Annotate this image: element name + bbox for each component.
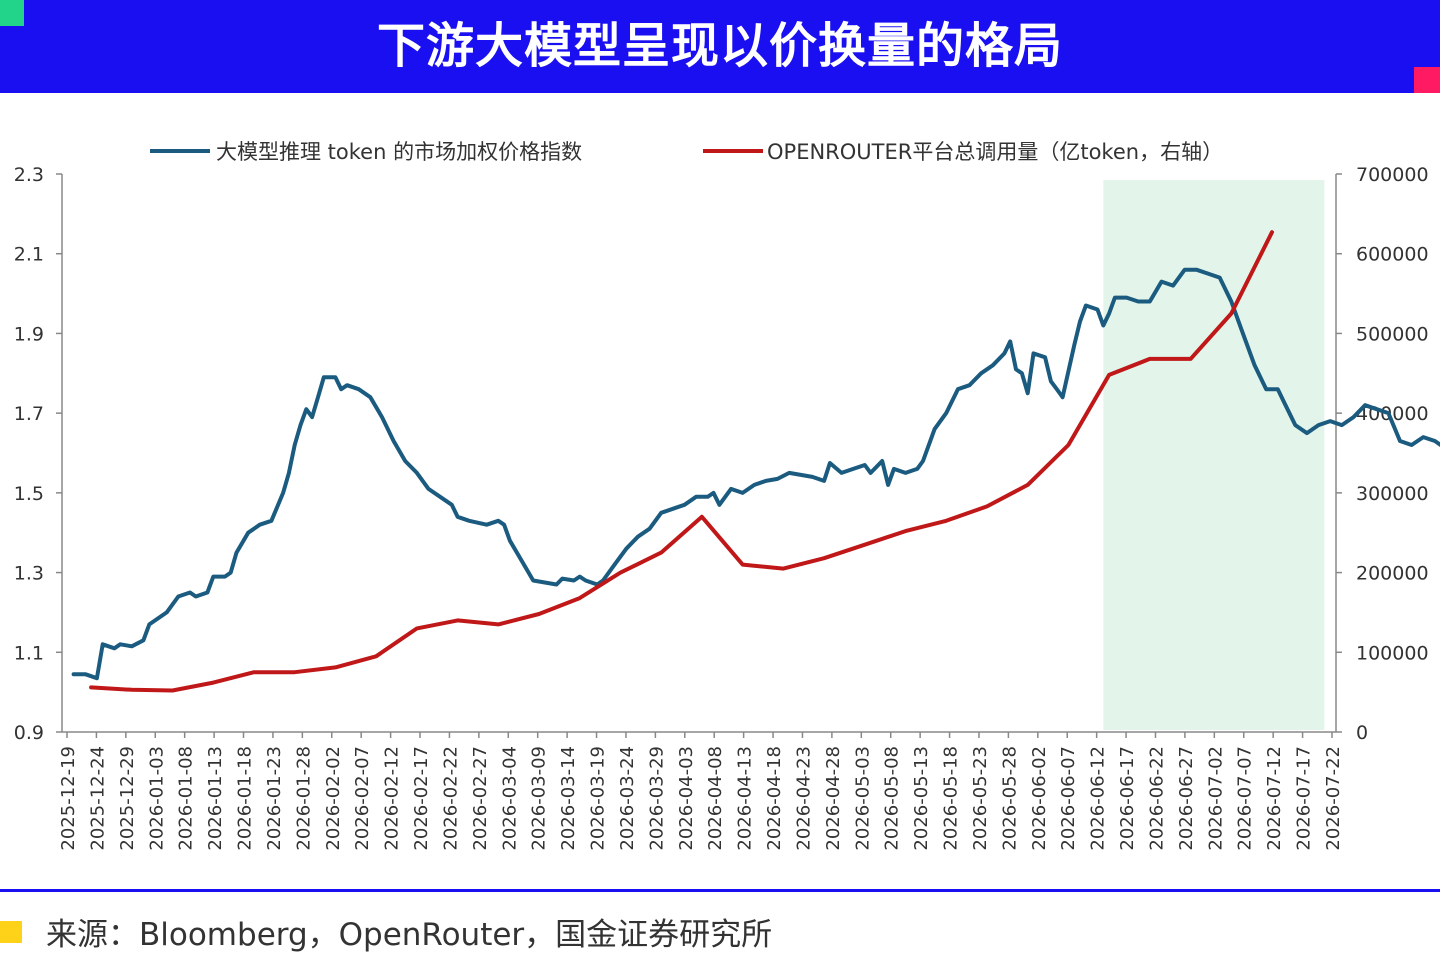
x-tick-label: 2026-03-09 <box>529 746 550 851</box>
x-tick-label: 2026-01-18 <box>235 746 256 851</box>
x-tick-label: 2026-02-17 <box>411 746 432 851</box>
x-tick-label: 2026-01-13 <box>205 746 226 851</box>
x-axis: 2025-12-19 2025-12-24 2025-12-29 2026-01-03… <box>58 731 1344 851</box>
footer-divider <box>0 889 1440 892</box>
left-tick-label: 1.5 <box>14 483 44 505</box>
x-tick-label: 2026-04-13 <box>735 746 756 851</box>
x-tick-label: 2026-03-29 <box>646 746 667 851</box>
x-tick-label: 2026-06-22 <box>1146 746 1167 851</box>
legend: 大模型推理 token 的市场加权价格指数 OPENROUTER平台总调用量（亿… <box>150 140 1223 164</box>
x-tick-label: 2026-03-14 <box>558 746 579 851</box>
highlight-region <box>1103 180 1325 730</box>
legend-label-price-index: 大模型推理 token 的市场加权价格指数 <box>216 140 582 164</box>
x-tick-label: 2026-01-23 <box>264 746 285 851</box>
x-tick-label: 2026-06-12 <box>1088 746 1109 851</box>
x-tick-label: 2026-05-08 <box>882 746 903 851</box>
right-tick-label: 300000 <box>1356 483 1429 505</box>
x-tick-label: 2026-05-23 <box>970 746 991 851</box>
source-note: 来源：Bloomberg，OpenRouter，国金证券研究所 <box>46 917 773 953</box>
x-tick-label: 2026-07-02 <box>1205 746 1226 851</box>
x-tick-label: 2025-12-19 <box>58 746 79 851</box>
left-tick-label: 2.3 <box>14 164 44 186</box>
x-tick-label: 2026-07-12 <box>1264 746 1285 851</box>
page-title: 下游大模型呈现以价换量的格局 <box>376 18 1063 74</box>
left-tick-label: 1.1 <box>14 642 44 664</box>
x-tick-label: 2026-07-07 <box>1235 746 1256 851</box>
x-tick-label: 2026-04-28 <box>823 746 844 851</box>
x-tick-label: 2026-04-23 <box>793 746 814 851</box>
x-tick-label: 2026-02-02 <box>323 746 344 851</box>
x-tick-label: 2026-02-12 <box>382 746 403 851</box>
x-tick-label: 2026-05-13 <box>911 746 932 851</box>
x-tick-label: 2026-06-02 <box>1029 746 1050 851</box>
right-tick-label: 700000 <box>1356 164 1429 186</box>
x-tick-label: 2026-02-22 <box>440 746 461 851</box>
x-tick-label: 2026-06-17 <box>1117 746 1138 851</box>
title-banner: 下游大模型呈现以价换量的格局 <box>0 0 1440 93</box>
right-tick-label: 200000 <box>1356 563 1429 585</box>
x-tick-label: 2026-05-18 <box>941 746 962 851</box>
x-tick-label: 2025-12-29 <box>117 746 138 851</box>
left-axis: 0.9 1.1 1.3 1.5 1.7 1.9 2.1 2.3 <box>14 164 63 744</box>
series-line-openrouter <box>89 230 1274 693</box>
right-tick-label: 600000 <box>1356 244 1429 266</box>
x-tick-label: 2026-06-07 <box>1058 746 1079 851</box>
right-tick-label: 0 <box>1356 722 1368 744</box>
x-tick-label: 2026-02-07 <box>352 746 373 851</box>
left-tick-label: 2.1 <box>14 244 44 266</box>
x-tick-label: 2026-06-27 <box>1176 746 1197 851</box>
x-tick-label: 2026-01-08 <box>176 746 197 851</box>
x-tick-label: 2026-02-27 <box>470 746 491 851</box>
x-tick-label: 2026-03-19 <box>588 746 609 851</box>
left-tick-label: 0.9 <box>14 722 44 744</box>
x-tick-label: 2026-04-08 <box>705 746 726 851</box>
x-tick-label: 2025-12-24 <box>87 746 108 851</box>
left-tick-label: 1.3 <box>14 563 44 585</box>
corner-accent-green <box>0 0 24 26</box>
x-tick-label: 2026-05-03 <box>852 746 873 851</box>
x-tick-label: 2026-07-22 <box>1323 746 1344 851</box>
x-tick-label: 2026-01-03 <box>146 746 167 851</box>
x-tick-label: 2026-07-17 <box>1294 746 1315 851</box>
x-tick-label: 2026-03-24 <box>617 746 638 851</box>
x-tick-label: 2026-01-28 <box>293 746 314 851</box>
right-tick-label: 100000 <box>1356 642 1429 664</box>
left-tick-label: 1.9 <box>14 323 44 345</box>
right-tick-label: 500000 <box>1356 323 1429 345</box>
series-layer <box>71 230 1440 693</box>
x-tick-label: 2026-04-18 <box>764 746 785 851</box>
x-tick-label: 2026-04-03 <box>676 746 697 851</box>
legend-label-openrouter: OPENROUTER平台总调用量（亿token，右轴） <box>767 140 1223 164</box>
corner-accent-pink <box>1414 67 1440 93</box>
line-chart: 0.9 1.1 1.3 1.5 1.7 1.9 2.1 2.3 0 100000 200000 30… <box>14 140 1440 851</box>
footer-marker <box>0 921 22 943</box>
series-line-price-index <box>71 267 1440 681</box>
x-tick-label: 2026-05-28 <box>999 746 1020 851</box>
right-axis: 0100000200000300000400000500000600000700… <box>1335 164 1429 744</box>
x-tick-label: 2026-03-04 <box>499 746 520 851</box>
left-tick-label: 1.7 <box>14 403 44 425</box>
